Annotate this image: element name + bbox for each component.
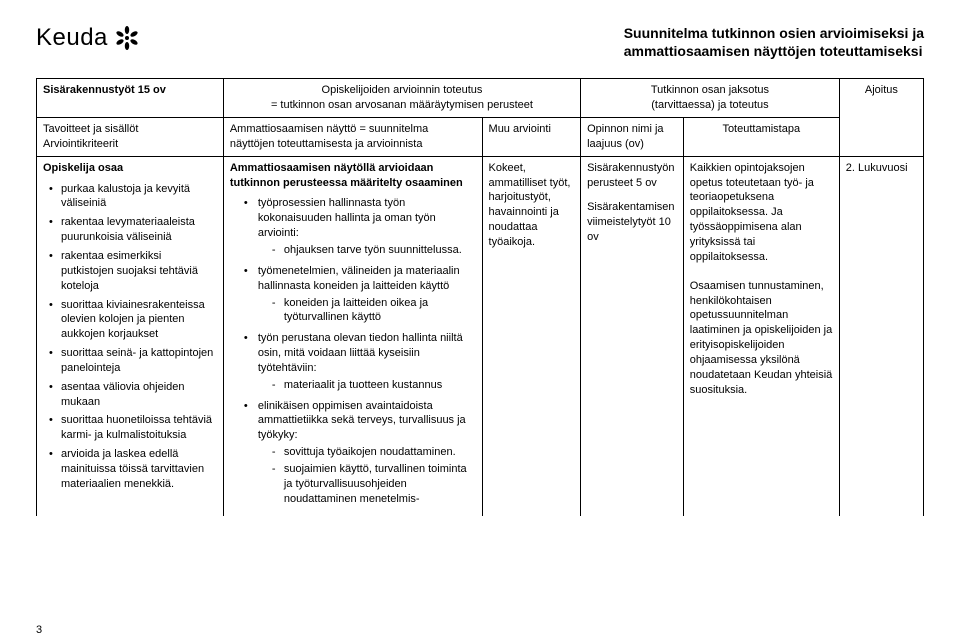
- document-title: Suunnitelma tutkinnon osien arvioimiseks…: [624, 24, 924, 60]
- course-part-b: Sisärakentamisen viimeistelytyöt 10 ov: [587, 200, 677, 245]
- hdr-evaluation: Opiskelijoiden arvioinnin toteutus = tut…: [223, 79, 580, 118]
- demo-list: työprosessien hallinnasta työn kokonaisu…: [244, 196, 476, 506]
- goals-list: purkaa kalustoja ja kevyitä väliseiniä r…: [43, 182, 217, 492]
- list-item: suorittaa huonetiloissa tehtäviä karmi- …: [43, 413, 217, 443]
- sub-list: ohjauksen tarve työn suunnittelussa.: [272, 243, 476, 258]
- sub-list: materiaalit ja tuotteen kustannus: [272, 378, 476, 393]
- list-item: koneiden ja laitteiden oikea ja työturva…: [272, 296, 476, 326]
- list-item: työprosessien hallinnasta työn kokonaisu…: [244, 196, 476, 257]
- list-item: ohjauksen tarve työn suunnittelussa.: [272, 243, 476, 258]
- hdr-timing: Ajoitus: [839, 79, 923, 156]
- list-item: rakentaa levymateriaaleista puurunkoisia…: [43, 215, 217, 245]
- hdr-course-name: Opinnon nimi ja laajuus (ov): [581, 118, 684, 157]
- hdr-implementation: Toteuttamistapa: [683, 118, 839, 157]
- demo-title: Ammattiosaamisen näytöllä arvioidaan tut…: [230, 161, 476, 191]
- cell-other-eval: Kokeet, ammatilliset työt, harjoitustyöt…: [482, 156, 581, 516]
- impl-para-b: Osaamisen tunnustaminen, henkilökohtaise…: [690, 279, 833, 398]
- list-item: sovittuja työaikojen noudattaminen.: [272, 445, 476, 460]
- document-title-line1: Suunnitelma tutkinnon osien arvioimiseks…: [624, 24, 924, 42]
- table-header-row-2: Tavoitteet ja sisällöt Arviointikriteeri…: [37, 118, 924, 157]
- hdr-demonstration: Ammattiosaamisen näyttö = suunnitelma nä…: [223, 118, 482, 157]
- list-item: arvioida ja laskea edellä mainituissa tö…: [43, 447, 217, 492]
- page-number: 3: [36, 624, 42, 636]
- cell-demonstration: Ammattiosaamisen näytöllä arvioidaan tut…: [223, 156, 482, 516]
- logo: Keuda: [36, 24, 140, 52]
- cell-implementation: Kaikkien opintojaksojen opetus toteuteta…: [683, 156, 839, 516]
- cell-timing: 2. Lukuvuosi: [839, 156, 923, 516]
- document-title-line2: ammattiosaamisen näyttöjen toteuttamisek…: [624, 42, 924, 60]
- goals-title: Opiskelija osaa: [43, 161, 217, 176]
- hdr-schedule: Tutkinnon osan jaksotus (tarvittaessa) j…: [581, 79, 840, 118]
- impl-para-a: Kaikkien opintojaksojen opetus toteuteta…: [690, 161, 833, 265]
- hdr-goals: Tavoitteet ja sisällöt Arviointikriteeri…: [37, 118, 224, 157]
- list-item: purkaa kalustoja ja kevyitä väliseiniä: [43, 182, 217, 212]
- sub-list: sovittuja työaikojen noudattaminen. suoj…: [272, 445, 476, 506]
- list-item: asentaa väliovia ohjeiden mukaan: [43, 380, 217, 410]
- logo-text: Keuda: [36, 24, 108, 52]
- list-item: työn perustana olevan tiedon hallinta ni…: [244, 331, 476, 392]
- list-item: rakentaa esimerkiksi putkistojen suojaks…: [43, 249, 217, 294]
- cell-goals: Opiskelija osaa purkaa kalustoja ja kevy…: [37, 156, 224, 516]
- course-part-a: Sisärakennustyön perusteet 5 ov: [587, 161, 677, 191]
- assessment-table: Sisärakennustyöt 15 ov Opiskelijoiden ar…: [36, 78, 924, 516]
- sub-list: koneiden ja laitteiden oikea ja työturva…: [272, 296, 476, 326]
- list-item: työmenetelmien, välineiden ja materiaali…: [244, 264, 476, 325]
- list-item: materiaalit ja tuotteen kustannus: [272, 378, 476, 393]
- page-header: Keuda Suunnitelma tutkinnon osien arvio: [36, 24, 924, 60]
- list-item: elinikäisen oppimisen avaintaidoista amm…: [244, 399, 476, 507]
- list-item: suorittaa kiviainesrakenteissa olevien k…: [43, 298, 217, 343]
- hdr-course: Sisärakennustyöt 15 ov: [37, 79, 224, 118]
- hdr-other-eval: Muu arviointi: [482, 118, 581, 157]
- list-item: suojaimien käyttö, turvallinen toiminta …: [272, 462, 476, 507]
- logo-mark-icon: [114, 25, 140, 51]
- table-body-row: Opiskelija osaa purkaa kalustoja ja kevy…: [37, 156, 924, 516]
- list-item: suorittaa seinä- ja kattopintojen panelo…: [43, 346, 217, 376]
- table-header-row-1: Sisärakennustyöt 15 ov Opiskelijoiden ar…: [37, 79, 924, 118]
- cell-course-name: Sisärakennustyön perusteet 5 ov Sisärake…: [581, 156, 684, 516]
